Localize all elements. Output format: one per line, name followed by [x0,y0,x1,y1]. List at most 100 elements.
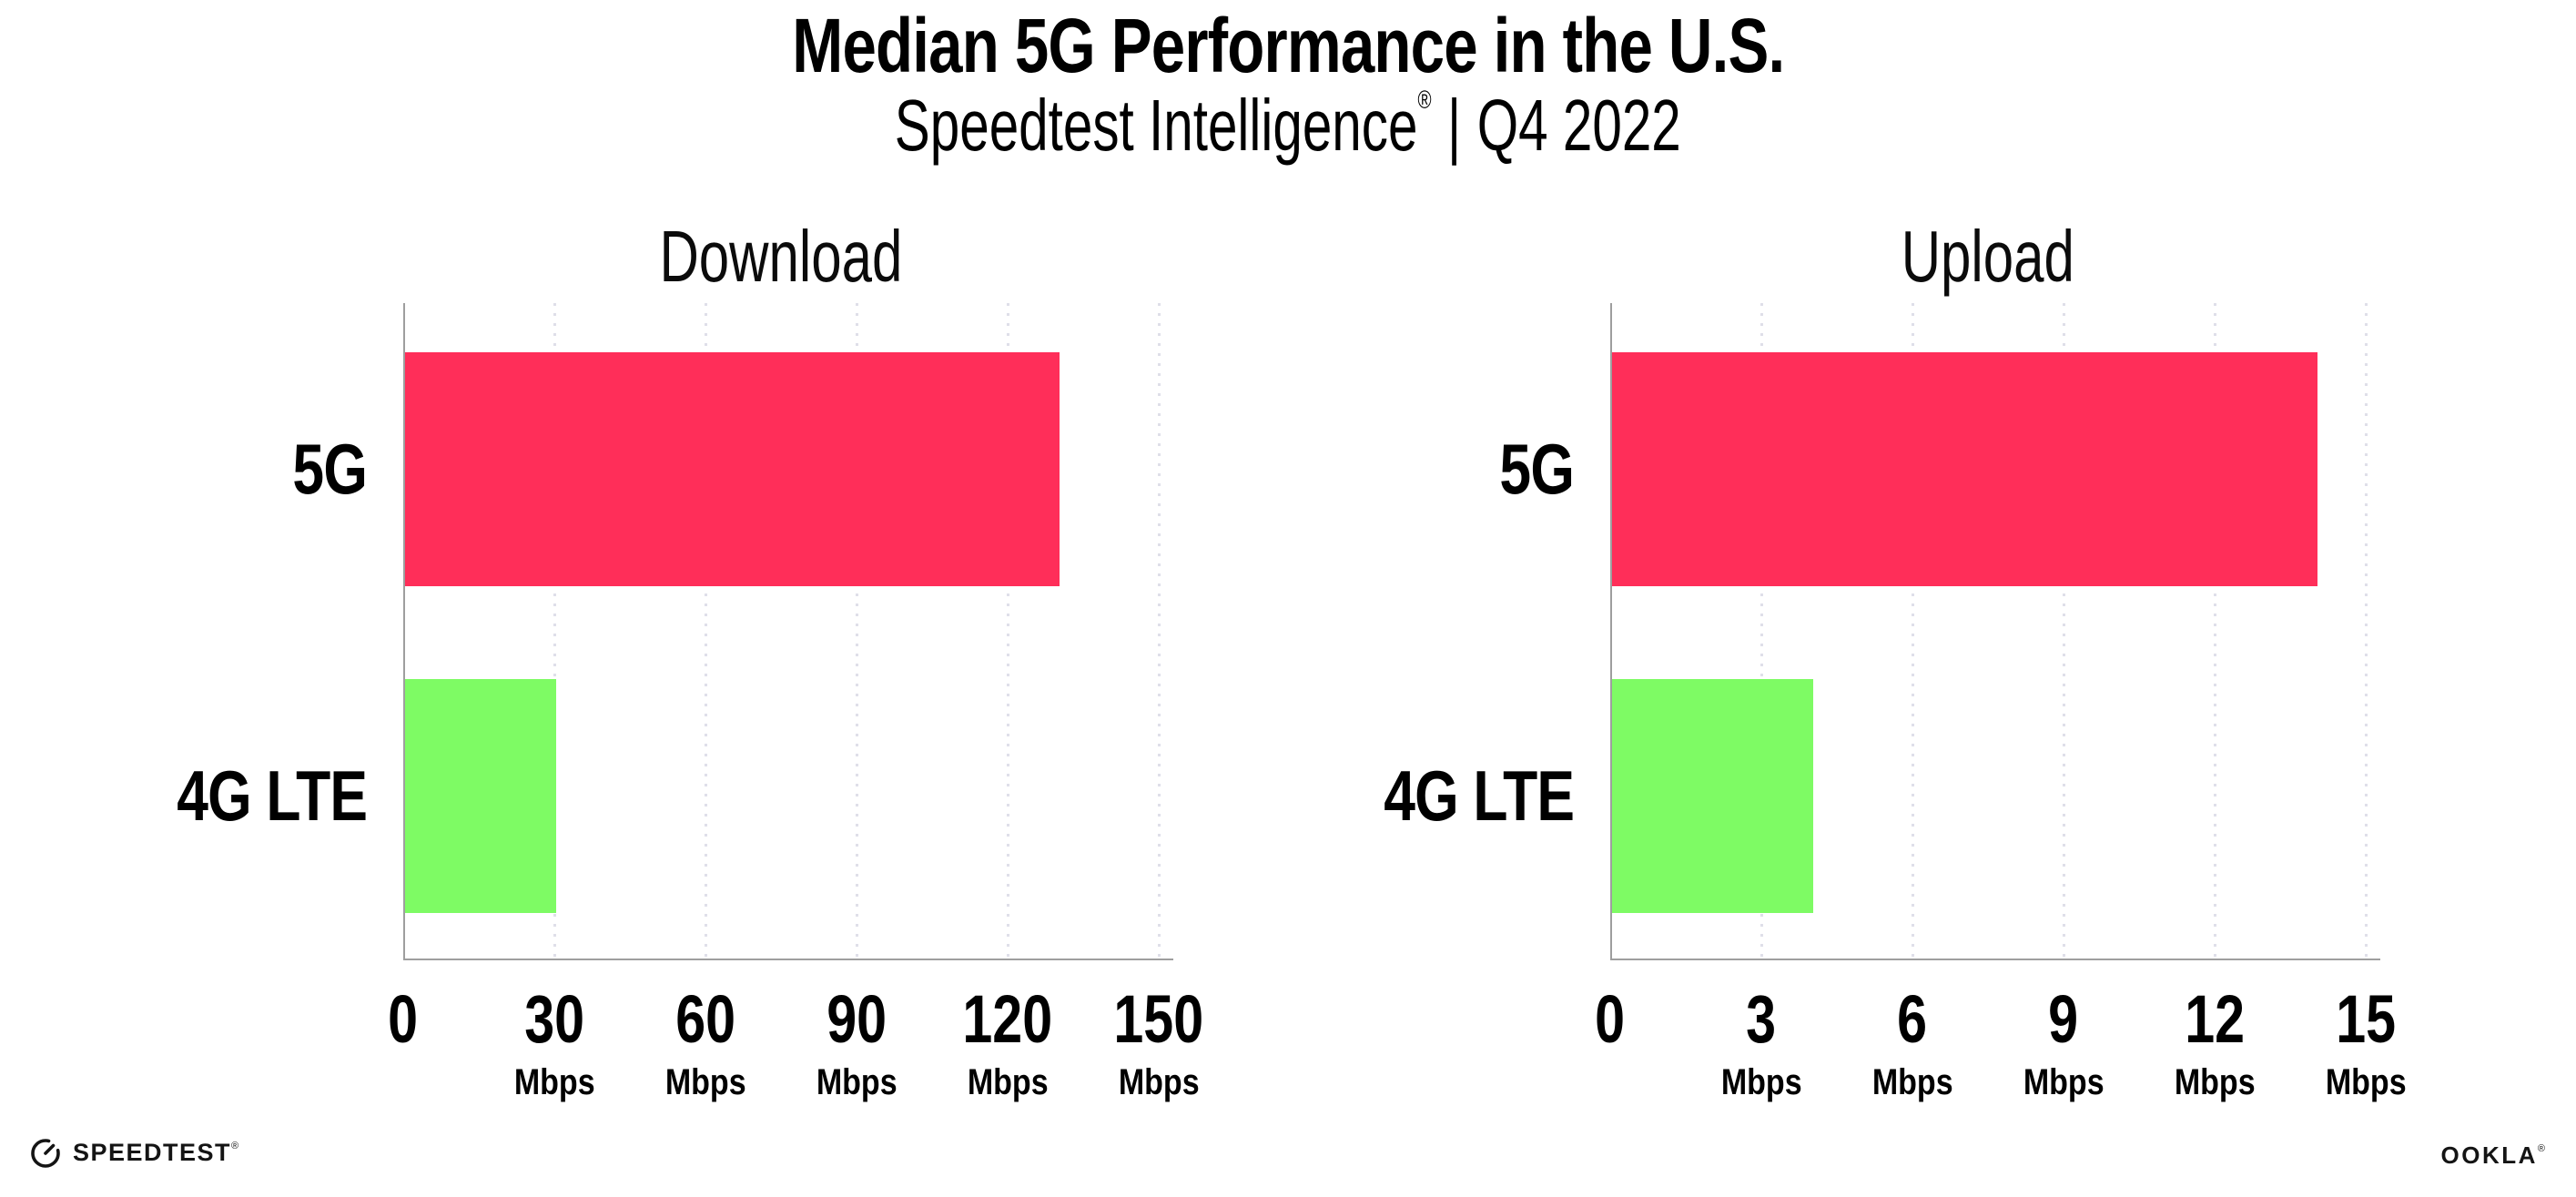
gridline [705,303,707,959]
category-label-4g-lte: 4G LTE [94,679,368,913]
x-tick-value: 90 [827,981,887,1057]
x-tick-value: 150 [1113,981,1204,1057]
x-tick-value: 60 [675,981,735,1057]
x-tick-unit-label: Mbps [1068,1064,1250,1101]
gridline [1007,303,1009,959]
x-tick-6: 6 Mbps [1821,986,2003,1101]
chart-title: Download [176,215,1386,299]
bar-5g-download [405,352,1060,586]
x-tick-value: 120 [962,981,1053,1057]
category-label-text: 4G LTE [177,756,368,836]
gridline [2063,303,2065,959]
y-axis-line [403,303,405,959]
x-tick-0: 0 [312,986,494,1053]
x-tick-unit: Mbps [816,1062,898,1102]
x-tick-value: 0 [388,981,419,1057]
category-label-4g-lte: 4G LTE [1301,679,1575,913]
x-tick-value: 30 [524,981,584,1057]
category-label-5g: 5G [94,352,367,586]
registered-trademark-icon: ® [1417,86,1432,114]
x-tick-label: 9 [1973,986,2155,1053]
bar-4g-lte-download [405,679,556,913]
x-tick-unit: Mbps [1871,1062,1953,1102]
x-tick-9: 9 Mbps [1973,986,2155,1101]
x-tick-unit-label: Mbps [614,1064,796,1101]
plot-area-download: 0 30 Mbps 60 Mbps 90 Mbps 120 Mbps 150 Mbps 5G 4G LT… [177,303,1203,1101]
page-title: Median 5G Performance in the U.S. [0,5,2576,86]
x-tick-unit-label: Mbps [463,1064,645,1101]
category-label-5g: 5G [1301,352,1574,586]
x-tick-unit: Mbps [967,1062,1049,1102]
x-tick-unit: Mbps [2023,1062,2104,1102]
gridline [856,303,858,959]
x-tick-unit: Mbps [513,1062,595,1102]
x-tick-value: 15 [2336,981,2396,1057]
x-tick-unit: Mbps [2325,1062,2407,1102]
x-tick-15: 15 Mbps [2275,986,2457,1101]
x-tick-90: 90 Mbps [766,986,948,1101]
x-tick-unit-label: Mbps [1670,1064,1852,1101]
x-tick-label: 3 [1670,986,1852,1053]
chart-title-text: Upload [1901,216,2075,297]
page-subtitle-text: Speedtest Intelligence® | Q4 2022 [895,86,1681,166]
x-tick-12: 12 Mbps [2124,986,2306,1101]
x-tick-label: 30 [463,986,645,1053]
x-tick-value: 0 [1595,981,1626,1057]
x-tick-label: 0 [312,986,494,1053]
gridline [1158,303,1161,959]
x-tick-60: 60 Mbps [614,986,796,1101]
x-tick-label: 6 [1821,986,2003,1053]
gridline [553,303,556,959]
subtitle-separator: | [1447,85,1462,166]
gridline [2214,303,2216,959]
x-tick-unit: Mbps [1118,1062,1200,1102]
x-tick-120: 120 Mbps [917,986,1099,1101]
page-title-text: Median 5G Performance in the U.S. [791,3,1785,88]
x-tick-value: 6 [1897,981,1928,1057]
x-tick-unit-label: Mbps [766,1064,948,1101]
x-tick-30: 30 Mbps [463,986,645,1101]
y-axis-line [1610,303,1612,959]
plot-area-upload: 0 3 Mbps 6 Mbps 9 Mbps 12 Mbps 15 Mbps 5G 4G LTE [1384,303,2406,1101]
registered-trademark-icon: ® [2537,1143,2545,1154]
subtitle-brand: Speedtest Intelligence [894,85,1418,166]
x-tick-unit-label: Mbps [2124,1064,2306,1101]
ookla-logo: OOKLA® [2441,1141,2546,1170]
bar-4g-lte-upload [1612,679,1813,913]
chart-title-text: Download [659,216,903,297]
category-label-text: 4G LTE [1384,756,1575,836]
ookla-wordmark: OOKLA [2440,1141,2538,1169]
page-subtitle: Speedtest Intelligence® | Q4 2022 [0,86,2576,166]
x-tick-unit-label: Mbps [1973,1064,2155,1101]
category-label-text: 5G [1499,429,1574,509]
x-tick-value: 9 [2048,981,2079,1057]
gridline [1760,303,1763,959]
x-tick-150: 150 Mbps [1068,986,1250,1101]
x-tick-label: 12 [2124,986,2306,1053]
x-tick-label: 90 [766,986,948,1053]
registered-trademark-icon: ® [231,1140,239,1151]
speedtest-logo: SPEEDTEST® [29,1136,238,1169]
speedometer-gauge-icon [31,1139,60,1168]
x-axis-line [403,959,1173,960]
x-tick-unit: Mbps [1720,1062,1802,1102]
x-tick-unit-label: Mbps [2275,1064,2457,1101]
subtitle-period: Q4 2022 [1476,85,1681,166]
x-tick-value: 3 [1746,981,1777,1057]
gridline [2365,303,2368,959]
x-tick-label: 60 [614,986,796,1053]
speedtest-wordmark: SPEEDTEST® [73,1138,239,1166]
x-tick-label: 0 [1519,986,1701,1053]
x-tick-value: 12 [2185,981,2245,1057]
x-axis-line [1610,959,2380,960]
category-label-text: 5G [292,429,367,509]
bar-5g-upload [1612,352,2317,586]
x-tick-label: 150 [1068,986,1250,1053]
x-tick-unit: Mbps [664,1062,746,1102]
x-tick-3: 3 Mbps [1670,986,1852,1101]
x-tick-unit-label: Mbps [1821,1064,2003,1101]
x-tick-label: 120 [917,986,1099,1053]
x-tick-label: 15 [2275,986,2457,1053]
chart-title: Upload [1383,215,2576,299]
